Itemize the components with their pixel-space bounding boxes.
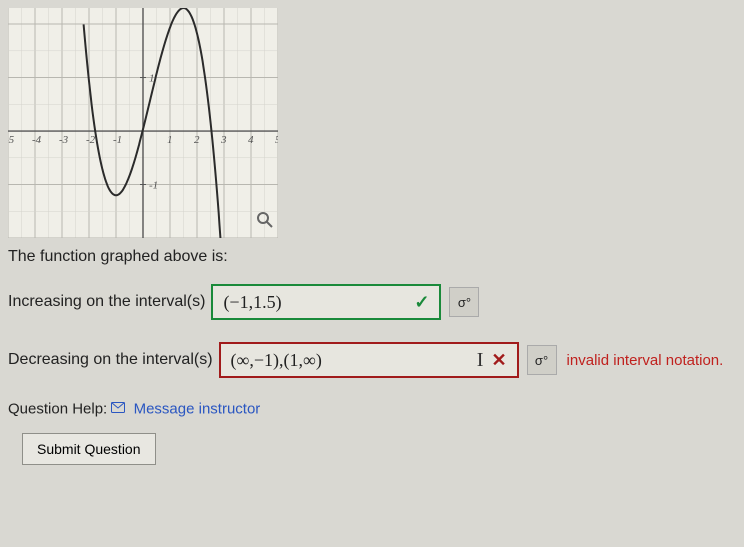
math-palette-button[interactable]: σ°: [527, 345, 557, 375]
graph-svg: -5 -4 -3 -2 -1 1 2 3 4 5 1 -1: [8, 8, 278, 238]
message-instructor-link[interactable]: Message instructor: [134, 400, 261, 417]
sigma-icon: σ°: [458, 295, 471, 310]
help-label: Question Help:: [8, 400, 107, 417]
increasing-label: Increasing on the interval(s): [8, 293, 205, 311]
zoom-icon[interactable]: [256, 211, 274, 234]
svg-text:5: 5: [275, 134, 278, 146]
check-icon: ✓: [414, 292, 429, 313]
svg-text:-1: -1: [149, 180, 158, 192]
submit-button[interactable]: Submit Question: [22, 433, 156, 465]
svg-text:4: 4: [248, 134, 254, 146]
cross-icon: ✕: [491, 350, 506, 371]
increasing-value: (−1,1.5): [223, 292, 281, 313]
svg-text:-5: -5: [8, 134, 15, 146]
svg-text:3: 3: [220, 134, 227, 146]
question-help: Question Help: Message instructor: [8, 400, 736, 419]
svg-text:1: 1: [149, 73, 155, 85]
decreasing-input[interactable]: (∞,−1),(1,∞) I ✕: [219, 342, 519, 378]
decreasing-label: Decreasing on the interval(s): [8, 351, 213, 369]
decreasing-value: (∞,−1),(1,∞): [231, 350, 322, 371]
svg-text:-3: -3: [59, 134, 69, 146]
svg-text:2: 2: [194, 134, 200, 146]
math-palette-button[interactable]: σ°: [449, 287, 479, 317]
increasing-input[interactable]: (−1,1.5) ✓: [211, 284, 441, 320]
question-prompt: The function graphed above is:: [8, 248, 736, 266]
svg-text:-4: -4: [32, 134, 42, 146]
sigma-icon: σ°: [535, 353, 548, 368]
function-graph: -5 -4 -3 -2 -1 1 2 3 4 5 1 -1: [8, 8, 278, 238]
increasing-row: Increasing on the interval(s) (−1,1.5) ✓…: [8, 284, 736, 320]
text-cursor-icon: I: [477, 349, 484, 372]
error-message: invalid interval notation.: [567, 352, 724, 369]
svg-text:-2: -2: [86, 134, 96, 146]
mail-icon: [111, 400, 125, 417]
decreasing-row: Decreasing on the interval(s) (∞,−1),(1,…: [8, 342, 736, 378]
svg-text:-1: -1: [113, 134, 122, 146]
svg-text:1: 1: [167, 134, 173, 146]
